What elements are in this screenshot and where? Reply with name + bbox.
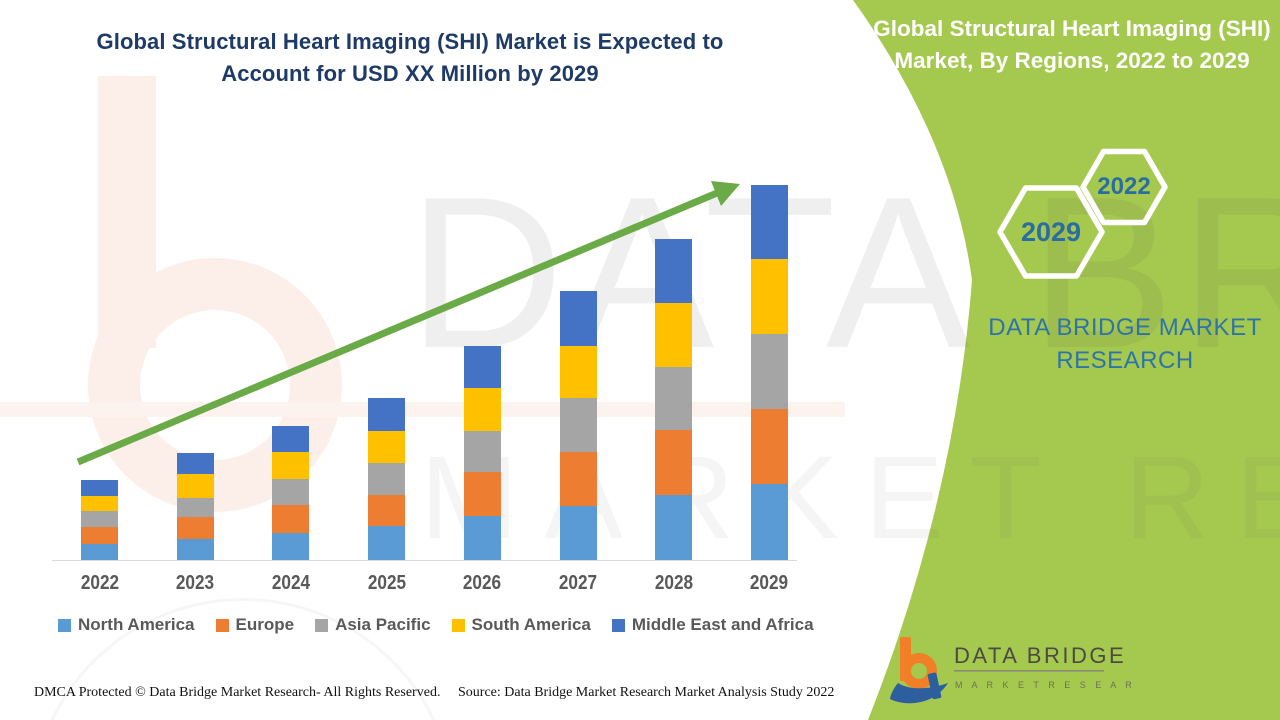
x-axis-label-2026: 2026	[463, 572, 502, 594]
bar-segment-2024-middle-east-and-africa	[272, 426, 310, 452]
bar-segment-2024-asia-pacific	[272, 479, 310, 505]
bar-segment-2028-north-america	[655, 495, 693, 560]
legend-item-north-america: North America	[58, 615, 195, 635]
bar-segment-2023-south-america	[176, 474, 214, 498]
bar-segment-2026-asia-pacific	[463, 431, 501, 472]
bar-segment-2022-middle-east-and-africa	[81, 480, 118, 496]
bar-segment-2026-south-america	[463, 388, 501, 431]
hexagon-year-2029: 2029	[1020, 217, 1082, 247]
bar-segment-2027-europe	[559, 452, 597, 506]
legend-swatch-icon	[215, 618, 229, 632]
bar-segment-2028-south-america	[655, 303, 693, 367]
legend-item-europe: Europe	[215, 615, 295, 635]
bar-segment-2029-asia-pacific	[750, 334, 788, 409]
bar-segment-2025-south-america	[368, 431, 406, 463]
legend-swatch-icon	[315, 618, 329, 632]
legend-label: North America	[78, 615, 195, 634]
chart-legend: North America Europe Asia Pacific South Ame…	[58, 615, 814, 635]
x-axis-label-2025: 2025	[367, 572, 406, 594]
bar-segment-2022-europe	[81, 527, 118, 544]
legend-label: Europe	[235, 615, 295, 634]
bar-segment-2028-asia-pacific	[655, 367, 693, 430]
bar-segment-2027-north-america	[559, 506, 597, 560]
logo-text-line1: DATA BRIDGE	[954, 643, 1126, 668]
x-axis-label-2027: 2027	[558, 572, 598, 594]
legend-label: Middle East and Africa	[631, 615, 814, 634]
bar-segment-2029-middle-east-and-africa	[750, 185, 788, 259]
x-axis-line	[52, 560, 797, 561]
x-axis-label-2028: 2028	[654, 572, 693, 594]
bar-segment-2027-middle-east-and-africa	[559, 291, 597, 346]
bar-segment-2029-europe	[750, 409, 788, 484]
legend-item-south-america: South America	[451, 615, 591, 635]
x-axis-label-2024: 2024	[271, 572, 311, 594]
legend-label: South America	[471, 615, 591, 634]
data-bridge-logo: DATA BRIDGE M A R K E T R E S E A R C H	[886, 633, 1164, 713]
chart-title: Global Structural Heart Imaging (SHI) Ma…	[40, 26, 780, 90]
bar-segment-2029-south-america	[750, 259, 788, 334]
bar-segment-2026-europe	[463, 472, 501, 516]
logo-text-line2: M A R K E T R E S E A R C H	[955, 680, 1136, 690]
legend-swatch-icon	[451, 618, 465, 632]
footer-dmca-text: DMCA Protected © Data Bridge Market Rese…	[34, 685, 441, 700]
x-axis-label-2029: 2029	[750, 572, 789, 594]
legend-label: Asia Pacific	[335, 615, 431, 634]
footer-source-text: Source: Data Bridge Market Research Mark…	[458, 685, 835, 700]
bar-segment-2025-middle-east-and-africa	[368, 398, 406, 431]
brand-text: DATA BRIDGE MARKET RESEARCH	[988, 314, 1262, 374]
x-axis-label-2023: 2023	[176, 572, 215, 594]
bar-segment-2025-north-america	[368, 526, 406, 560]
bar-segment-2027-south-america	[559, 346, 597, 398]
bar-segment-2023-north-america	[176, 539, 214, 560]
bar-segment-2022-asia-pacific	[81, 511, 118, 527]
bar-segment-2024-north-america	[272, 533, 310, 560]
bar-segment-2026-middle-east-and-africa	[463, 346, 501, 388]
bar-segment-2023-asia-pacific	[176, 498, 214, 517]
bar-segment-2022-south-america	[81, 496, 118, 511]
bar-segment-2027-asia-pacific	[559, 398, 597, 452]
chart-title-line2: Account for USD XX Million by 2029	[221, 61, 599, 86]
bar-segment-2024-europe	[272, 505, 310, 533]
legend-item-asia-pacific: Asia Pacific	[315, 615, 431, 635]
bar-segment-2029-north-america	[750, 484, 788, 560]
hexagon-year-2022: 2022	[1097, 173, 1151, 200]
legend-swatch-icon	[58, 618, 71, 632]
bar-segment-2028-europe	[655, 430, 693, 495]
bar-segment-2025-asia-pacific	[368, 463, 406, 495]
chart-title-line1: Global Structural Heart Imaging (SHI) Ma…	[96, 29, 724, 54]
bar-segment-2022-north-america	[81, 544, 118, 560]
bar-segment-2023-middle-east-and-africa	[176, 453, 214, 474]
bar-segment-2026-north-america	[463, 516, 501, 560]
bar-segment-2023-europe	[176, 517, 214, 539]
bar-segment-2025-europe	[368, 495, 406, 526]
bar-segment-2028-middle-east-and-africa	[655, 239, 693, 303]
x-axis-label-2022: 2022	[80, 572, 119, 594]
legend-item-middle-east-and-africa: Middle East and Africa	[611, 615, 814, 635]
bar-segment-2024-south-america	[272, 452, 310, 479]
legend-swatch-icon	[611, 618, 625, 632]
data-bridge-logo-icon: DATA BRIDGE M A R K E T R E S E A R C H	[890, 637, 1164, 704]
